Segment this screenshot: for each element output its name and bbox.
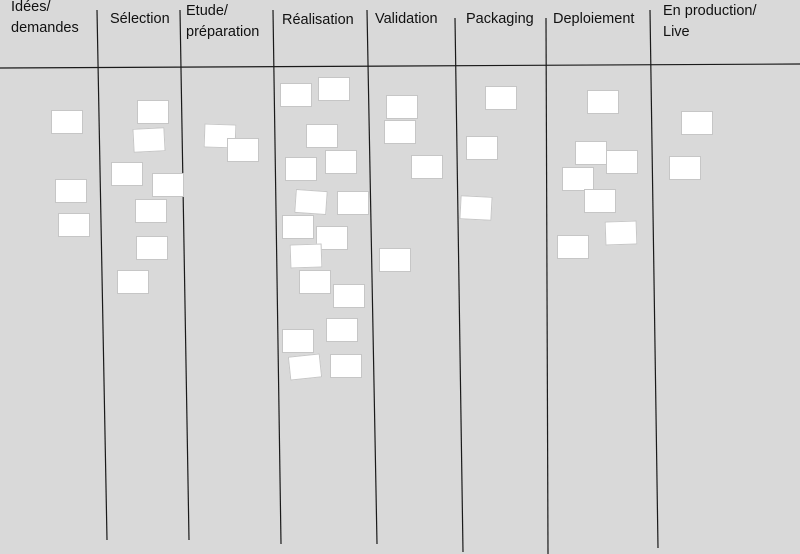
column-divider [96,9,108,541]
sticky-note[interactable] [587,90,619,114]
sticky-note[interactable] [325,150,357,174]
column-header-line: Etude/ [186,3,228,19]
sticky-note[interactable] [132,127,166,153]
column-divider [272,9,282,545]
sticky-note[interactable] [58,213,90,237]
column-header-deploiement: Deploiement [553,9,634,30]
sticky-note[interactable] [326,318,358,342]
column-header-line: Deploiement [553,11,635,27]
sticky-note[interactable] [51,110,83,134]
column-header-realisation: Réalisation [282,10,354,31]
sticky-note[interactable] [337,191,369,215]
sticky-note[interactable] [282,215,314,239]
sticky-note[interactable] [135,199,167,223]
column-divider [366,9,378,545]
column-header-line: Live [663,24,690,40]
column-divider [454,17,464,553]
column-header-idees: Idées/ demandes [11,0,79,39]
sticky-note[interactable] [227,138,259,162]
column-header-production: En production/ Live [663,1,757,43]
column-divider [545,17,549,554]
sticky-note[interactable] [485,86,517,110]
sticky-note[interactable] [282,329,314,353]
sticky-note[interactable] [681,111,713,135]
sticky-note[interactable] [137,100,169,124]
column-header-line: Packaging [466,11,534,27]
sticky-note[interactable] [604,220,638,246]
sticky-note[interactable] [280,83,312,107]
sticky-note[interactable] [289,243,323,269]
sticky-note[interactable] [299,270,331,294]
sticky-note[interactable] [384,120,416,144]
column-header-line: demandes [11,20,79,36]
column-header-line: Validation [375,11,438,27]
sticky-note[interactable] [117,270,149,294]
column-header-selection: Sélection [110,9,170,30]
sticky-note[interactable] [575,141,607,165]
sticky-note[interactable] [152,173,184,197]
sticky-note[interactable] [584,189,616,213]
sticky-note[interactable] [306,124,338,148]
sticky-note[interactable] [411,155,443,179]
column-header-line: Réalisation [282,12,354,28]
sticky-note[interactable] [386,95,418,119]
sticky-note[interactable] [55,179,87,203]
column-divider [179,9,190,541]
column-header-line: Sélection [110,11,170,27]
sticky-note[interactable] [330,354,362,378]
column-divider [649,9,659,549]
sticky-note[interactable] [318,77,350,101]
column-header-line: préparation [186,24,260,40]
sticky-note[interactable] [379,248,411,272]
column-header-line: En production/ [663,3,757,19]
sticky-note[interactable] [136,236,168,260]
sticky-note[interactable] [466,136,498,160]
column-header-packaging: Packaging [466,9,534,30]
sticky-note[interactable] [333,284,365,308]
column-header-etude: Etude/ préparation [186,1,259,43]
sticky-note[interactable] [294,188,328,216]
sticky-note[interactable] [669,156,701,180]
column-header-line: Idées/ [11,0,51,15]
sticky-note[interactable] [285,157,317,181]
sticky-note[interactable] [557,235,589,259]
sticky-note[interactable] [459,195,493,221]
sticky-note[interactable] [606,150,638,174]
sticky-note[interactable] [111,162,143,186]
header-divider [0,63,800,69]
sticky-note[interactable] [562,167,594,191]
column-header-validation: Validation [375,9,438,30]
sticky-note[interactable] [287,353,323,381]
